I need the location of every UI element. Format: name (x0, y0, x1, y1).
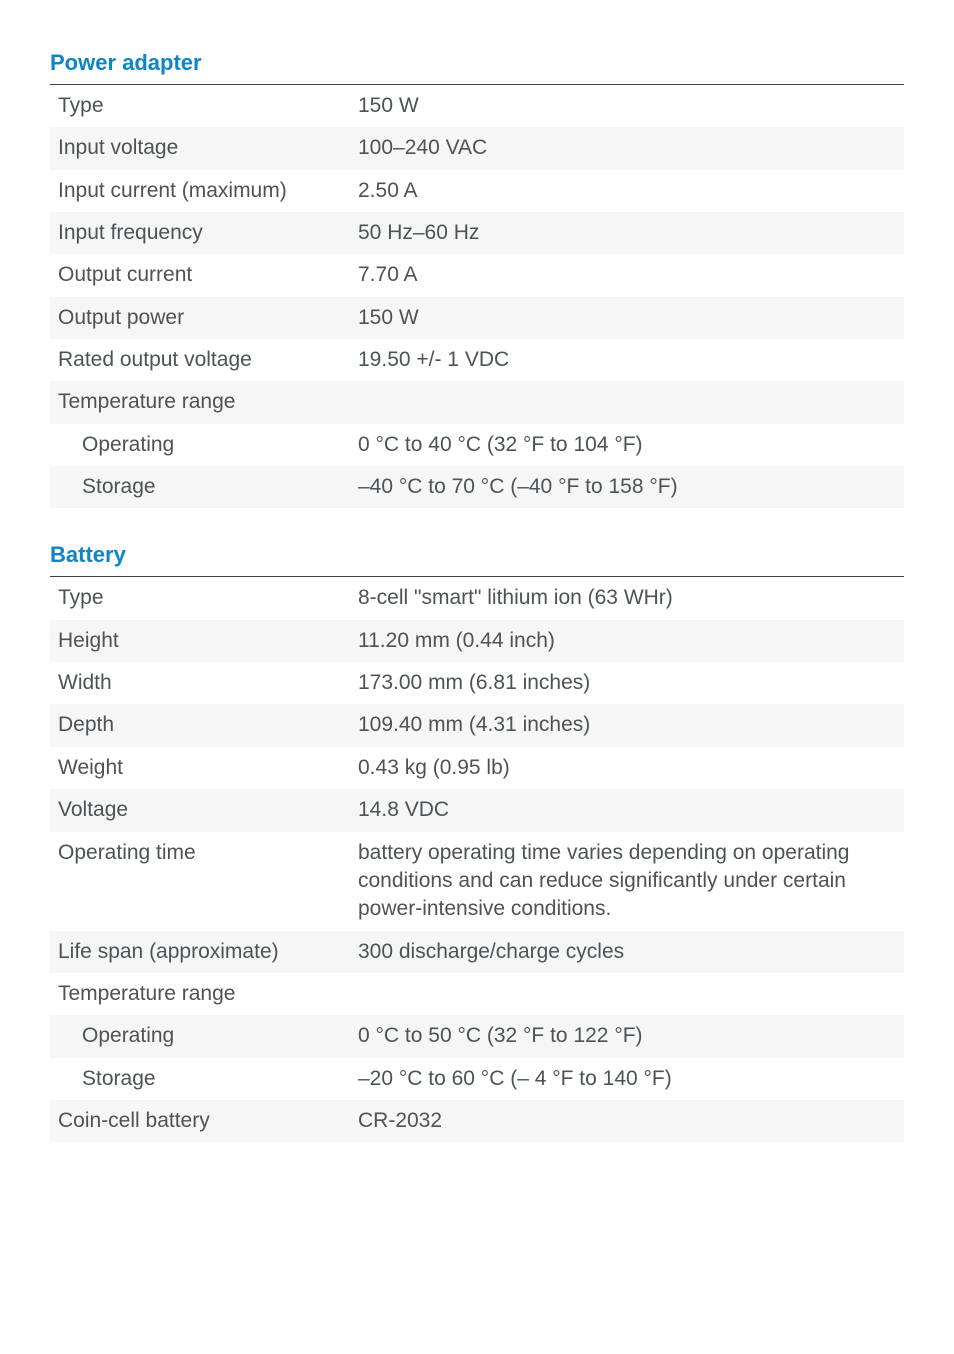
table-row: Output current7.70 A (50, 254, 904, 296)
spec-label: Rated output voltage (50, 339, 350, 381)
spec-value: 11.20 mm (0.44 inch) (350, 620, 904, 662)
spec-section: Power adapterType150 WInput voltage100–2… (50, 44, 904, 508)
spec-value: 7.70 A (350, 254, 904, 296)
table-row: Operating0 °C to 40 °C (32 °F to 104 °F) (50, 424, 904, 466)
spec-label: Height (50, 620, 350, 662)
spec-value: 300 discharge/charge cycles (350, 931, 904, 973)
table-row: Operating0 °C to 50 °C (32 °F to 122 °F) (50, 1015, 904, 1057)
spec-label: Input frequency (50, 212, 350, 254)
spec-label: Weight (50, 747, 350, 789)
table-row: Input frequency50 Hz–60 Hz (50, 212, 904, 254)
spec-label: Operating (50, 1015, 350, 1057)
spec-label: Type (50, 577, 350, 619)
spec-value: 0.43 kg (0.95 lb) (350, 747, 904, 789)
table-row: Coin-cell batteryCR-2032 (50, 1100, 904, 1142)
table-row: Weight0.43 kg (0.95 lb) (50, 747, 904, 789)
table-row: Storage–20 °C to 60 °C (– 4 °F to 140 °F… (50, 1058, 904, 1100)
table-row: Height11.20 mm (0.44 inch) (50, 620, 904, 662)
spec-label: Operating (50, 424, 350, 466)
spec-value (350, 381, 904, 423)
table-row: Life span (approximate)300 discharge/cha… (50, 931, 904, 973)
table-row: Storage–40 °C to 70 °C (–40 °F to 158 °F… (50, 466, 904, 508)
table-row: Depth109.40 mm (4.31 inches) (50, 704, 904, 746)
spec-label: Storage (50, 1058, 350, 1100)
spec-value: 8-cell "smart" lithium ion (63 WHr) (350, 577, 904, 619)
table-row: Input current (maximum)2.50 A (50, 170, 904, 212)
table-row: Temperature range (50, 973, 904, 1015)
table-row: Voltage14.8 VDC (50, 789, 904, 831)
spec-value: 50 Hz–60 Hz (350, 212, 904, 254)
section-title: Power adapter (50, 44, 904, 85)
spec-label: Storage (50, 466, 350, 508)
spec-label: Depth (50, 704, 350, 746)
spec-value: –40 °C to 70 °C (–40 °F to 158 °F) (350, 466, 904, 508)
spec-value: 109.40 mm (4.31 inches) (350, 704, 904, 746)
spec-value: 0 °C to 50 °C (32 °F to 122 °F) (350, 1015, 904, 1057)
table-row: Width173.00 mm (6.81 inches) (50, 662, 904, 704)
spec-value: 100–240 VAC (350, 127, 904, 169)
table-row: Type150 W (50, 85, 904, 127)
spec-section: BatteryType8-cell "smart" lithium ion (6… (50, 536, 904, 1142)
spec-value: 0 °C to 40 °C (32 °F to 104 °F) (350, 424, 904, 466)
table-row: Temperature range (50, 381, 904, 423)
spec-table: Type8-cell "smart" lithium ion (63 WHr)H… (50, 577, 904, 1142)
section-title: Battery (50, 536, 904, 577)
spec-label: Voltage (50, 789, 350, 831)
spec-label: Input current (maximum) (50, 170, 350, 212)
spec-value: CR-2032 (350, 1100, 904, 1142)
spec-label: Operating time (50, 832, 350, 931)
spec-label: Output current (50, 254, 350, 296)
spec-label: Input voltage (50, 127, 350, 169)
table-row: Rated output voltage19.50 +/- 1 VDC (50, 339, 904, 381)
spec-label: Coin-cell battery (50, 1100, 350, 1142)
spec-label: Type (50, 85, 350, 127)
spec-value (350, 973, 904, 1015)
spec-value: 150 W (350, 85, 904, 127)
table-row: Input voltage100–240 VAC (50, 127, 904, 169)
spec-value: 150 W (350, 297, 904, 339)
spec-label: Width (50, 662, 350, 704)
spec-value: 14.8 VDC (350, 789, 904, 831)
spec-label: Temperature range (50, 973, 350, 1015)
spec-document: Power adapterType150 WInput voltage100–2… (50, 44, 904, 1142)
spec-table: Type150 WInput voltage100–240 VACInput c… (50, 85, 904, 508)
spec-value: –20 °C to 60 °C (– 4 °F to 140 °F) (350, 1058, 904, 1100)
spec-value: 173.00 mm (6.81 inches) (350, 662, 904, 704)
spec-value: battery operating time varies depending … (350, 832, 904, 931)
spec-label: Life span (approximate) (50, 931, 350, 973)
table-row: Operating timebattery operating time var… (50, 832, 904, 931)
spec-value: 19.50 +/- 1 VDC (350, 339, 904, 381)
spec-label: Temperature range (50, 381, 350, 423)
spec-label: Output power (50, 297, 350, 339)
table-row: Output power150 W (50, 297, 904, 339)
spec-value: 2.50 A (350, 170, 904, 212)
table-row: Type8-cell "smart" lithium ion (63 WHr) (50, 577, 904, 619)
